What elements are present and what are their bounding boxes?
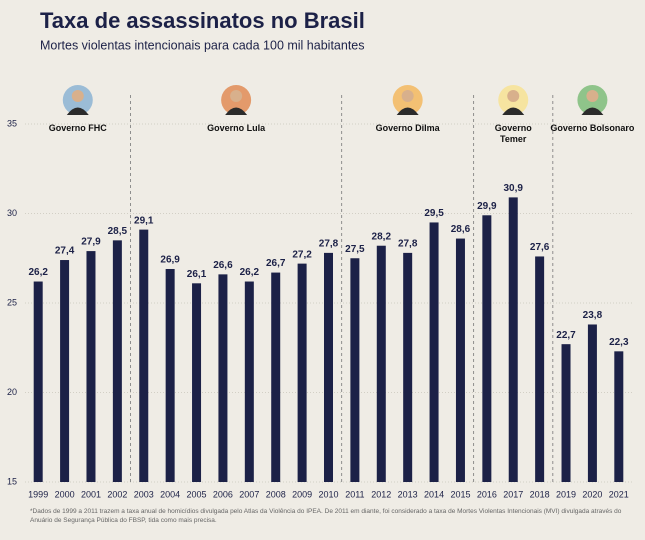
x-tick-label: 2009 <box>292 489 312 499</box>
x-tick-label: 2001 <box>81 489 101 499</box>
x-tick-label: 2010 <box>318 489 338 499</box>
x-tick-label: 2006 <box>213 489 233 499</box>
bar <box>376 245 386 482</box>
bar <box>429 222 439 482</box>
portrait-head <box>401 90 414 102</box>
y-tick-label: 35 <box>7 118 17 128</box>
bar <box>403 252 413 482</box>
y-tick-label: 25 <box>7 297 17 307</box>
portrait-body <box>396 107 419 115</box>
bar <box>218 274 228 482</box>
x-tick-label: 2018 <box>530 489 550 499</box>
chart-subtitle: Mortes violentas intencionais para cada … <box>40 38 365 52</box>
government-label: Governo FHC <box>48 123 107 133</box>
value-label: 30,9 <box>504 183 524 194</box>
government-label: Governo Dilma <box>375 123 440 133</box>
value-label: 26,6 <box>213 260 233 271</box>
bar <box>271 272 281 482</box>
value-label: 26,2 <box>28 267 48 278</box>
bar <box>86 251 96 482</box>
value-label: 29,5 <box>424 208 444 219</box>
value-label: 27,9 <box>81 237 101 248</box>
x-tick-label: 2016 <box>477 489 497 499</box>
x-tick-label: 2013 <box>398 489 418 499</box>
bar <box>165 268 175 482</box>
x-tick-label: 2015 <box>450 489 470 499</box>
portrait-body <box>66 107 89 115</box>
value-label: 29,1 <box>134 215 154 226</box>
value-label: 27,5 <box>345 244 365 255</box>
value-label: 26,2 <box>240 267 260 278</box>
portrait-head <box>586 90 599 102</box>
x-tick-label: 2003 <box>134 489 154 499</box>
value-label: 23,8 <box>583 310 603 321</box>
footnote: *Dados de 1999 a 2011 trazem a taxa anua… <box>30 508 622 524</box>
value-label: 28,2 <box>372 231 392 242</box>
y-tick-label: 20 <box>7 387 17 397</box>
bar <box>535 256 545 482</box>
bar <box>324 252 333 482</box>
x-tick-label: 1999 <box>28 489 48 499</box>
x-tick-label: 2021 <box>609 489 629 499</box>
portrait-head <box>71 90 84 102</box>
value-label: 27,8 <box>398 239 418 250</box>
government-label: Governo Lula <box>207 123 266 133</box>
x-tick-label: 2019 <box>556 489 576 499</box>
x-tick-label: 2005 <box>187 489 207 499</box>
bar <box>561 344 571 482</box>
x-tick-label: 2004 <box>160 489 180 499</box>
portrait-body <box>225 107 248 115</box>
bar <box>244 281 254 482</box>
value-label: 22,7 <box>556 330 576 341</box>
bar <box>139 229 149 482</box>
x-tick-label: 2007 <box>239 489 259 499</box>
bar <box>482 215 492 483</box>
value-label: 29,9 <box>477 201 497 212</box>
x-tick-label: 2014 <box>424 489 444 499</box>
value-label: 27,8 <box>319 239 339 250</box>
x-tick-label: 2020 <box>582 489 602 499</box>
y-tick-label: 30 <box>7 208 17 218</box>
portrait-body <box>581 107 604 115</box>
chart-title: Taxa de assassinatos no Brasil <box>40 8 365 33</box>
bar <box>350 258 360 482</box>
bar <box>455 238 465 482</box>
value-label: 26,1 <box>187 269 207 280</box>
government-label: Governo Temer <box>494 123 532 144</box>
value-label: 27,4 <box>55 246 75 257</box>
value-label: 28,6 <box>451 224 471 235</box>
x-tick-label: 2012 <box>371 489 391 499</box>
government-label: Governo Bolsonaro <box>550 123 635 133</box>
bar <box>112 240 122 482</box>
value-label: 27,6 <box>530 242 550 253</box>
portrait-body <box>502 107 525 115</box>
value-label: 22,3 <box>609 337 629 348</box>
value-label: 26,7 <box>266 258 286 269</box>
bar <box>508 197 518 482</box>
x-tick-label: 2008 <box>266 489 286 499</box>
portrait-head <box>230 90 243 102</box>
portrait-head <box>507 90 520 102</box>
y-tick-label: 15 <box>7 476 17 486</box>
value-label: 27,2 <box>292 249 312 260</box>
value-label: 28,5 <box>108 226 128 237</box>
x-tick-label: 2002 <box>107 489 127 499</box>
value-label: 26,9 <box>160 255 180 266</box>
bar <box>614 351 624 482</box>
x-tick-label: 2017 <box>503 489 523 499</box>
bar <box>60 260 70 482</box>
bar <box>192 283 202 482</box>
bar <box>587 324 597 482</box>
bar <box>297 263 307 482</box>
bar <box>33 281 43 482</box>
x-tick-label: 2011 <box>345 489 364 499</box>
x-tick-label: 2000 <box>55 489 75 499</box>
